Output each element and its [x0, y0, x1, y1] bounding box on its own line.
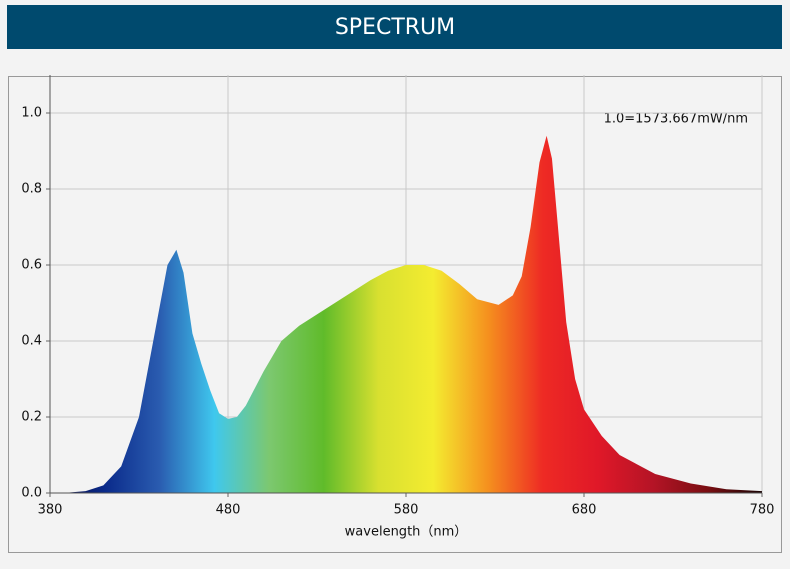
y-tick-label: 0.0: [21, 486, 42, 501]
y-tick-label: 0.8: [21, 182, 42, 197]
annotation: 1.0=1573.667mW/nm: [604, 112, 748, 127]
x-tick-label: 480: [216, 503, 241, 518]
x-tick-label: 380: [38, 503, 63, 518]
header-title: SPECTRUM: [335, 15, 455, 40]
x-tick-label: 580: [394, 503, 419, 518]
y-tick-label: 0.4: [21, 334, 42, 349]
spectrum-area: [50, 135, 762, 494]
x-tick-label: 680: [572, 503, 597, 518]
header-bar: [7, 5, 782, 49]
x-tick-label: 780: [750, 503, 775, 518]
y-tick-label: 1.0: [21, 106, 42, 121]
y-tick-label: 0.2: [21, 410, 42, 425]
y-tick-label: 0.6: [21, 258, 42, 273]
x-axis-label: wavelength（nm）: [345, 525, 468, 540]
